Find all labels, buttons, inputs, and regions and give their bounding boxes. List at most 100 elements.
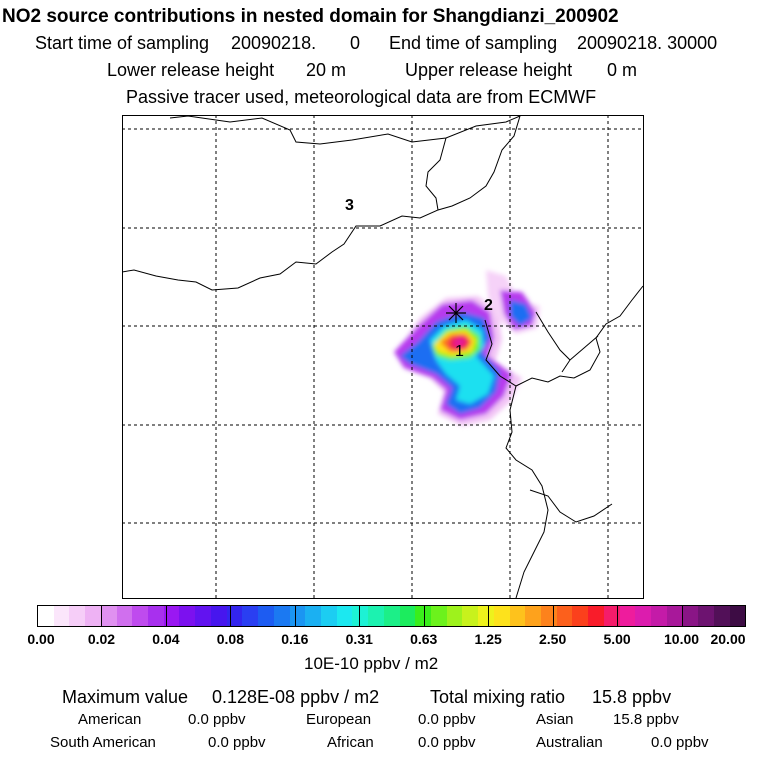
- region-label-2: 2: [484, 297, 493, 314]
- coast-east-tip: [569, 335, 599, 361]
- colorbar-tick-label: 0.00: [27, 631, 55, 647]
- total-mixing-label: Total mixing ratio: [430, 687, 566, 707]
- colorbar-segment: [242, 606, 259, 626]
- asterisk-icon: [446, 303, 466, 323]
- colorbar-tick-label: 0.04: [152, 631, 180, 647]
- grid-lines: [122, 115, 643, 598]
- colorbar-separator: [165, 605, 167, 627]
- colorbar-separator: [681, 605, 683, 627]
- region-american-name: American: [78, 711, 142, 728]
- total-mixing-value: 15.8 ppbv: [592, 687, 672, 707]
- region-label-3: 3: [345, 197, 354, 214]
- colorbar-segment: [273, 606, 290, 626]
- region-asian-value: 15.8 ppbv: [613, 711, 679, 728]
- colorbar-segment: [399, 606, 416, 626]
- coast-south: [505, 385, 549, 598]
- colorbar-segment: [305, 606, 321, 626]
- max-value-label: Maximum value: [62, 687, 189, 707]
- colorbar-segment: [383, 606, 400, 626]
- region-african-name: African: [327, 734, 374, 751]
- tracer-note: Passive tracer used, meteorological data…: [126, 87, 597, 107]
- region-european-value: 0.0 ppbv: [418, 711, 476, 728]
- plume-layer: [394, 270, 540, 426]
- colorbar-segment: [116, 606, 133, 626]
- colorbar-segment: [698, 606, 714, 626]
- region-label-1: 1: [455, 343, 464, 360]
- coastlines: [122, 115, 643, 598]
- colorbar-segment: [572, 606, 589, 626]
- colorbar-segment: [603, 606, 620, 626]
- colorbar: [37, 605, 746, 627]
- end-time-label: End time of sampling: [389, 33, 558, 53]
- region-american-value: 0.0 ppbv: [188, 711, 246, 728]
- map-title: NO2 source contributions in nested domai…: [2, 6, 619, 27]
- colorbar-segment: [588, 606, 604, 626]
- colorbar-segment: [541, 606, 557, 626]
- region-south-american-value: 0.0 ppbv: [208, 734, 266, 751]
- coast-shandong: [529, 489, 613, 523]
- colorbar-segment: [320, 606, 337, 626]
- colorbar-segment: [195, 606, 211, 626]
- colorbar-segment: [430, 606, 447, 626]
- max-value: 0.128E-08 ppbv / m2: [212, 687, 380, 707]
- lower-release-label: Lower release height: [107, 60, 275, 80]
- colorbar-segment: [132, 606, 149, 626]
- colorbar-segment: [336, 606, 353, 626]
- colorbar-tick-label: 0.16: [281, 631, 309, 647]
- colorbar-tick-label: 5.00: [603, 631, 631, 647]
- colorbar-tick-label: 0.02: [87, 631, 116, 647]
- coast-bohai: [484, 285, 643, 387]
- colorbar-tick-label: 10.00: [664, 631, 700, 647]
- colorbar-tick-label: 0.63: [410, 631, 438, 647]
- colorbar-segment: [368, 606, 384, 626]
- colorbar-segment: [619, 606, 636, 626]
- colorbar-segment: [493, 606, 510, 626]
- colorbar-separator: [230, 605, 232, 627]
- colorbar-segment: [38, 606, 54, 626]
- region-australian-name: Australian: [536, 734, 603, 751]
- start-time-value: 20090218.: [231, 33, 317, 53]
- colorbar-unit: 10E-10 ppbv / m2: [304, 654, 439, 673]
- colorbar-separator: [423, 605, 425, 627]
- region-australian-value: 0.0 ppbv: [651, 734, 709, 751]
- colorbar-segment: [666, 606, 683, 626]
- colorbar-segment: [179, 606, 196, 626]
- border-east: [437, 115, 521, 211]
- map-frame: [122, 115, 644, 599]
- colorbar-segment: [713, 606, 730, 626]
- colorbar-tick-label: 0.08: [216, 631, 244, 647]
- colorbar-segment: [651, 606, 667, 626]
- upper-release-value: 0 m: [607, 60, 638, 80]
- map-panel: 1 2 3: [122, 115, 644, 599]
- colorbar-segment: [462, 606, 479, 626]
- colorbar-segment: [729, 606, 746, 626]
- colorbar-segment: [148, 606, 164, 626]
- colorbar-segment: [100, 606, 117, 626]
- colorbar-segment: [525, 606, 541, 626]
- coast-liaodong: [535, 311, 571, 373]
- colorbar-tick-label: 20.00: [710, 631, 746, 647]
- colorbar-segment: [85, 606, 101, 626]
- colorbar-separator: [294, 605, 296, 627]
- region-asian-name: Asian: [536, 711, 574, 728]
- lower-release-value: 20 m: [306, 60, 347, 80]
- border-north: [169, 115, 521, 145]
- colorbar-segment: [69, 606, 86, 626]
- colorbar-separator: [101, 605, 103, 627]
- colorbar-segment: [258, 606, 274, 626]
- colorbar-separator: [617, 605, 619, 627]
- start-time-label: Start time of sampling: [35, 33, 210, 53]
- colorbar-segment: [635, 606, 652, 626]
- colorbar-tick-label: 2.50: [539, 631, 567, 647]
- colorbar-separator: [552, 605, 554, 627]
- end-time-value: 20090218. 30000: [577, 33, 718, 53]
- start-time-hour: 0: [350, 33, 361, 53]
- colorbar-segment: [478, 606, 494, 626]
- region-african-value: 0.0 ppbv: [418, 734, 476, 751]
- plume-magenta: [454, 337, 466, 347]
- plume-north-blue: [510, 300, 532, 326]
- colorbar-segment: [163, 606, 180, 626]
- colorbar-segment: [556, 606, 573, 626]
- upper-release-label: Upper release height: [405, 60, 573, 80]
- colorbar-segment: [446, 606, 463, 626]
